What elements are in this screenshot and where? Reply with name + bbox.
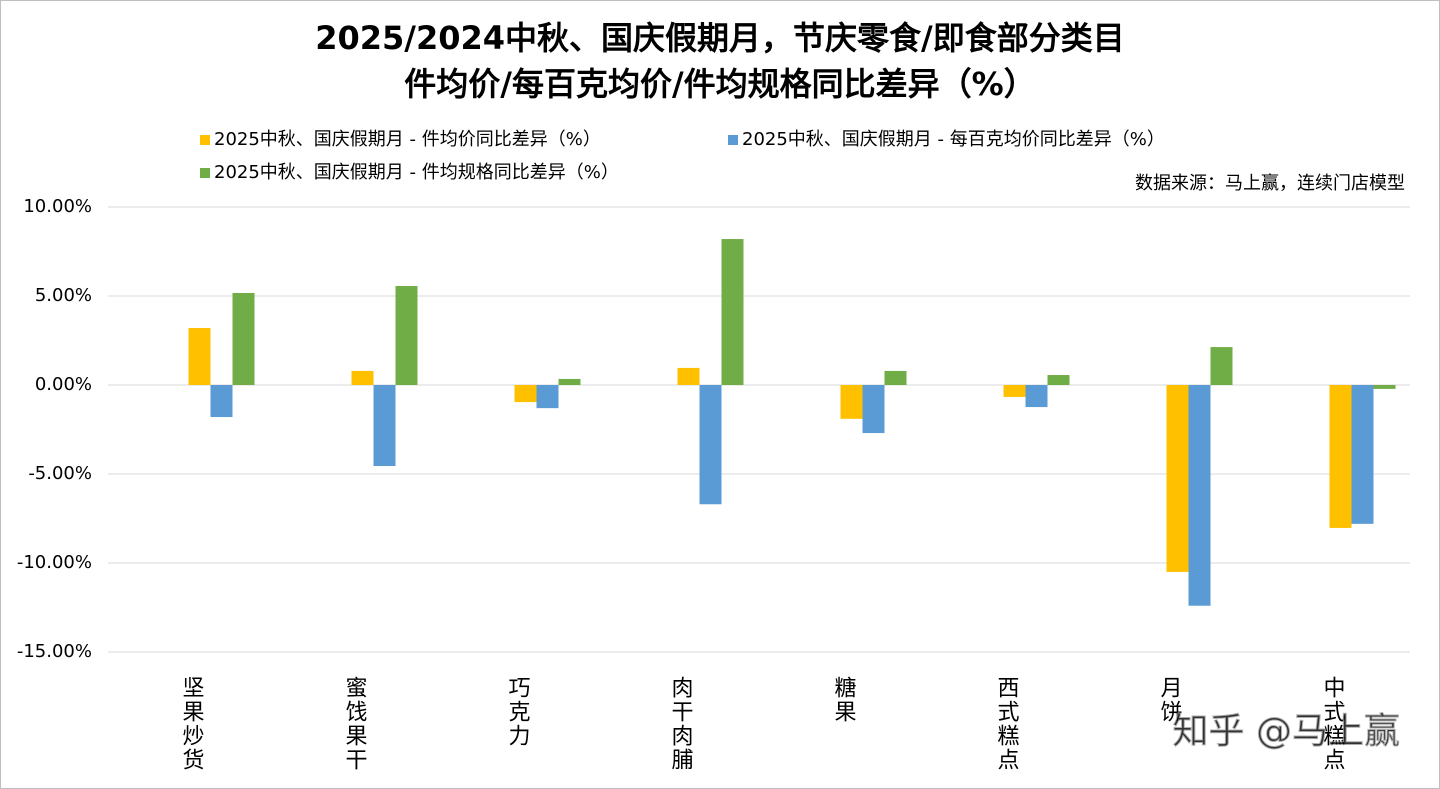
legend-swatch	[728, 135, 738, 145]
x-tick-label: 糖果	[831, 676, 857, 724]
bar	[699, 385, 722, 505]
chart-subtitle: 件均价/每百克均价/件均规格同比差异（%）	[404, 65, 1035, 103]
bar	[514, 385, 537, 403]
bar	[395, 286, 418, 385]
bar	[840, 385, 863, 419]
legend-swatch	[200, 168, 210, 178]
y-tick-label: -15.00%	[17, 641, 92, 662]
y-tick-label: 5.00%	[35, 285, 92, 306]
y-tick-label: 10.00%	[23, 196, 92, 217]
bar	[1003, 385, 1026, 397]
watermark: 知乎 @马上赢	[1173, 711, 1400, 752]
x-tick-label: 蜜饯果干	[342, 676, 368, 772]
bar	[558, 378, 581, 385]
bar	[1329, 385, 1352, 528]
y-tick-label: -5.00%	[28, 463, 92, 484]
bar	[536, 385, 559, 409]
source-note: 数据来源：马上赢，连续门店模型	[1135, 172, 1405, 194]
bar	[232, 292, 255, 385]
legend-label: 2025中秋、国庆假期月 - 件均规格同比差异（%）	[214, 162, 619, 183]
bar	[1373, 385, 1396, 389]
bar	[862, 385, 885, 434]
y-tick-label: -10.00%	[17, 552, 92, 573]
bar	[1166, 385, 1189, 572]
bar	[1047, 375, 1070, 385]
y-tick-label: 0.00%	[35, 374, 92, 395]
legend-label: 2025中秋、国庆假期月 - 件均价同比差异（%）	[214, 129, 601, 150]
bar	[1210, 347, 1233, 385]
bar	[1025, 385, 1048, 408]
bar	[351, 370, 374, 385]
bar	[1188, 385, 1211, 606]
x-tick-label: 西式糕点	[994, 676, 1020, 772]
x-tick-label: 巧克力	[505, 676, 531, 748]
bar	[677, 367, 700, 385]
bar	[721, 239, 744, 385]
bar	[188, 328, 211, 385]
bar	[884, 370, 907, 385]
bar	[1351, 385, 1374, 524]
x-tick-label: 坚果炒货	[179, 676, 205, 772]
bar	[210, 385, 233, 418]
x-tick-label: 肉干肉脯	[668, 676, 694, 772]
legend-swatch	[200, 135, 210, 145]
legend-label: 2025中秋、国庆假期月 - 每百克均价同比差异（%）	[742, 129, 1165, 150]
x-tick-label: 月饼	[1157, 676, 1183, 724]
bar	[373, 385, 396, 466]
x-tick-label: 中式糕点	[1320, 676, 1346, 772]
chart-title: 2025/2024中秋、国庆假期月，节庆零食/即食部分类目	[315, 19, 1125, 57]
